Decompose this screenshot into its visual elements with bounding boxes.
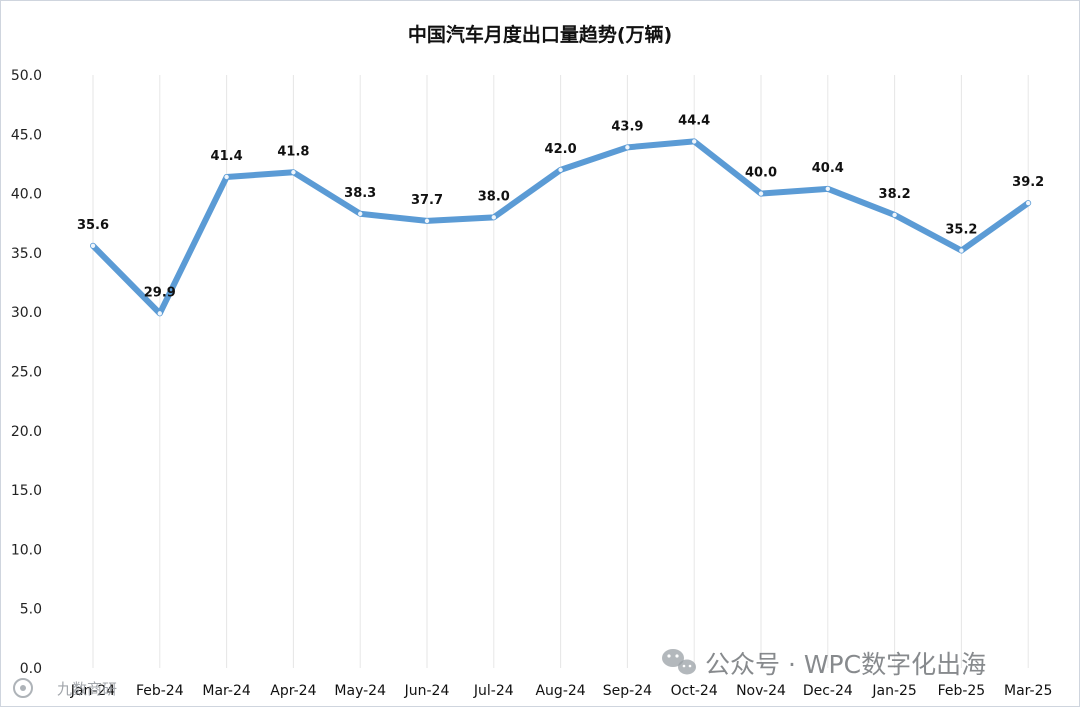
series-layer <box>90 138 1032 317</box>
data-point-mar-25 <box>1026 200 1031 206</box>
y-tick-label: 35.0 <box>11 246 42 262</box>
watermark-text: 公众号 · WPC数字化出海 <box>705 650 986 679</box>
x-tick-label-jul-24: Jul-24 <box>473 683 514 699</box>
data-label-dec-24: 40.4 <box>812 161 844 176</box>
data-point-nov-24 <box>758 191 764 196</box>
data-label-apr-24: 41.8 <box>277 144 309 159</box>
watermark: 公众号 · WPC数字化出海 九数商研 <box>13 649 986 698</box>
x-tick-label-may-24: May-24 <box>334 683 386 699</box>
data-point-may-24 <box>358 211 363 216</box>
data-label-may-24: 38.3 <box>344 186 376 201</box>
data-point-apr-24 <box>291 170 296 175</box>
data-point-dec-24 <box>825 186 830 192</box>
data-label-jun-24: 37.7 <box>411 193 443 208</box>
data-point-aug-24 <box>558 167 563 173</box>
data-label-jul-24: 38.0 <box>478 189 510 204</box>
data-label-aug-24: 42.0 <box>545 142 577 157</box>
x-tick-label-jan-25: Jan-25 <box>871 683 916 699</box>
y-tick-label: 15.0 <box>11 483 42 499</box>
data-point-oct-24 <box>692 139 697 144</box>
x-tick-label-oct-24: Oct-24 <box>671 683 718 699</box>
data-point-feb-24 <box>157 311 162 316</box>
y-tick-label: 30.0 <box>11 305 42 321</box>
y-tick-label: 5.0 <box>20 602 42 618</box>
x-tick-label-mar-24: Mar-24 <box>202 683 250 699</box>
x-tick-label-nov-24: Nov-24 <box>736 683 786 699</box>
data-point-jan-24 <box>90 243 96 248</box>
data-point-jun-24 <box>424 218 430 224</box>
data-label-jan-24: 35.6 <box>77 218 109 233</box>
data-label-feb-25: 35.2 <box>945 223 977 238</box>
data-label-feb-24: 29.9 <box>144 285 176 300</box>
watermark-small-text: 九数商研 <box>57 680 117 698</box>
x-tick-label-jun-24: Jun-24 <box>404 683 450 699</box>
y-tick-label: 25.0 <box>11 365 42 381</box>
data-point-jul-24 <box>491 215 496 220</box>
data-label-jan-25: 38.2 <box>879 187 911 202</box>
chart-title: 中国汽车月度出口量趋势(万辆) <box>408 23 672 46</box>
data-labels: 35.6 29.9 41.4 41.8 38.3 37.7 38.0 42.0 43.9 44.4… <box>77 113 1044 300</box>
data-point-jan-25 <box>892 212 897 218</box>
x-tick-label-aug-24: Aug-24 <box>535 683 585 699</box>
x-tick-label-sep-24: Sep-24 <box>603 683 652 699</box>
x-tick-label-feb-24: Feb-24 <box>136 683 184 699</box>
data-label-mar-25: 39.2 <box>1012 175 1044 190</box>
data-point-sep-24 <box>625 145 630 150</box>
grid-layer <box>92 75 1029 668</box>
data-point-feb-25 <box>959 248 964 253</box>
data-label-sep-24: 43.9 <box>611 119 643 134</box>
data-label-oct-24: 44.4 <box>678 113 710 128</box>
data-point-mar-24 <box>224 174 229 180</box>
y-tick-label: 0.0 <box>20 661 42 677</box>
x-tick-label-dec-24: Dec-24 <box>803 683 853 699</box>
x-tick-label-apr-24: Apr-24 <box>270 683 316 699</box>
y-tick-label: 20.0 <box>11 424 42 440</box>
watermark-small-icon <box>13 678 33 698</box>
data-label-mar-24: 41.4 <box>211 149 243 164</box>
y-tick-label: 45.0 <box>11 127 42 143</box>
y-axis: 0.0 5.0 10.0 15.0 20.0 25.0 30.0 35.0 40.0 45.0 50… <box>11 68 42 677</box>
y-tick-label: 40.0 <box>11 187 42 203</box>
x-tick-label-mar-25: Mar-25 <box>1004 683 1052 699</box>
x-tick-label-jan-24: Jan-24 <box>70 683 116 699</box>
data-label-nov-24: 40.0 <box>745 166 777 181</box>
x-axis: Jan-24 Feb-24 Mar-24 Apr-24 May-24 Jun-24 Jul-… <box>70 683 1053 699</box>
x-tick-label-feb-25: Feb-25 <box>938 683 986 699</box>
wechat-icon <box>662 649 696 675</box>
y-tick-label: 10.0 <box>11 542 42 558</box>
y-tick-label: 50.0 <box>11 68 42 84</box>
